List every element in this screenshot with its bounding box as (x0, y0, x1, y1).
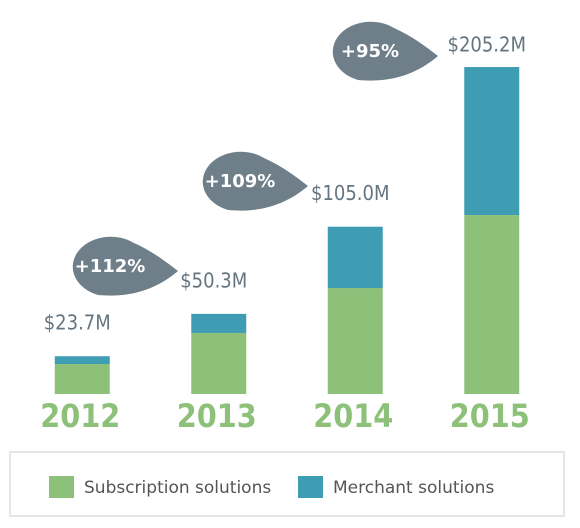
bar-segment (464, 215, 520, 394)
legend-box (9, 451, 565, 517)
growth-label: +112% (75, 256, 146, 277)
legend-label: Subscription solutions (84, 478, 271, 498)
year-label: 2013 (177, 397, 257, 435)
growth-bubble (332, 21, 438, 81)
total-label: $23.7M (44, 311, 111, 335)
year-label: 2012 (40, 397, 120, 435)
growth-label: +109% (205, 171, 276, 192)
bar-segment (54, 364, 110, 394)
bar-segment (54, 356, 110, 365)
bar-segment (327, 288, 383, 394)
growth-bubble (72, 236, 178, 296)
year-label: 2014 (313, 397, 393, 435)
bar-segment (191, 313, 247, 333)
total-label: $205.2M (448, 33, 526, 57)
growth-label: +95% (341, 41, 399, 62)
growth-bubble (202, 151, 308, 211)
bar-segment (327, 226, 383, 289)
total-label: $105.0M (311, 181, 389, 205)
legend-label: Merchant solutions (333, 478, 494, 498)
legend-swatch (298, 476, 323, 498)
bar-segment (191, 332, 247, 394)
bar-segment (464, 67, 520, 216)
total-label: $50.3M (180, 268, 247, 292)
year-label: 2015 (450, 397, 530, 435)
legend-swatch (49, 476, 74, 498)
